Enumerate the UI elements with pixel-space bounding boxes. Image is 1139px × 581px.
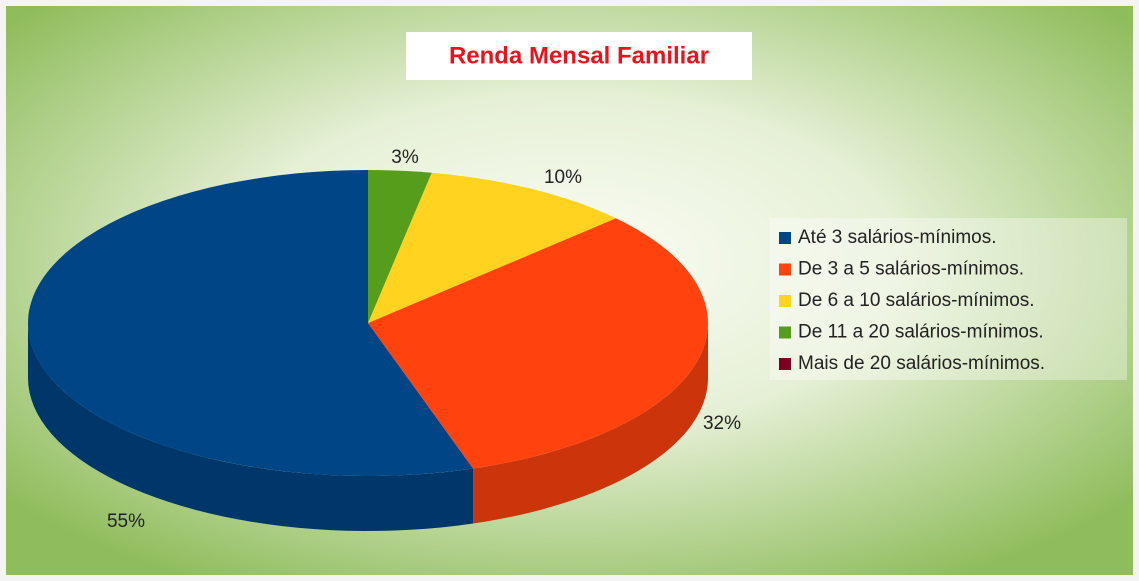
pie-slice: [27, 170, 474, 477]
legend-label: De 11 a 20 salários-mínimos.: [798, 322, 1044, 343]
legend-label: De 6 a 10 salários-mínimos.: [798, 290, 1035, 311]
legend-swatch: [779, 295, 791, 307]
chart-title: Renda Mensal Familiar: [449, 42, 709, 69]
pie-side: [28, 323, 474, 531]
pie-slice: [368, 172, 616, 323]
pie-slice: [368, 170, 432, 323]
pie-side: [473, 323, 708, 524]
legend-swatch: [779, 326, 791, 339]
legend-label: Até 3 salários-mínimos.: [798, 227, 997, 248]
data-label: 10%: [544, 167, 582, 188]
legend-swatch: [779, 263, 791, 276]
legend-label: Mais de 20 salários-mínimos.: [798, 353, 1045, 374]
title-box: [406, 32, 752, 80]
data-label: 32%: [703, 413, 741, 434]
data-label: 55%: [107, 511, 145, 532]
legend-swatch: [779, 358, 791, 370]
pie-slice: [368, 218, 708, 469]
legend-box: [770, 218, 1127, 380]
legend-label: De 3 a 5 salários-mínimos.: [798, 259, 1024, 280]
data-label: 3%: [391, 147, 419, 168]
legend-swatch: [779, 232, 791, 244]
